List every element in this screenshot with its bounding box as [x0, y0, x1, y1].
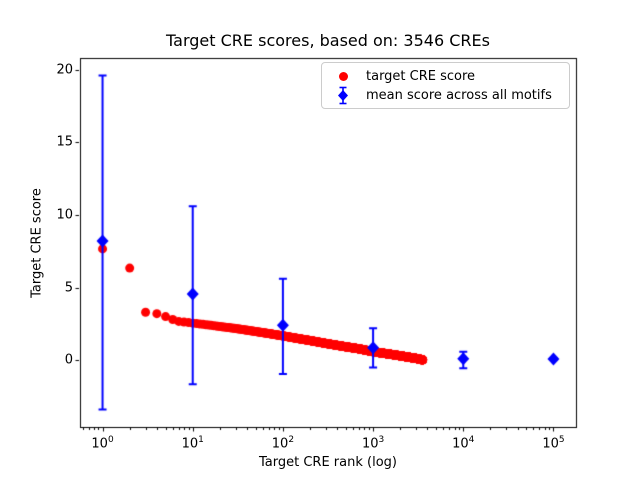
x-axis-tick-label: 100 — [91, 435, 113, 451]
chart-title: Target CRE scores, based on: 3546 CREs — [166, 31, 490, 50]
blue-diamond-errorbar-marker-icon — [330, 86, 356, 105]
tick-base: 10 — [91, 436, 108, 452]
tick-exponent: 1 — [198, 435, 204, 445]
legend-label: target CRE score — [366, 69, 476, 84]
x-axis-tick-label: 103 — [362, 435, 384, 451]
legend-item-mean-score: mean score across all motifs — [330, 86, 569, 105]
tick-exponent: 5 — [558, 435, 565, 445]
y-axis-tick-label: 0 — [64, 352, 73, 368]
tick-base: 10 — [181, 436, 199, 452]
tick-exponent: 4 — [468, 435, 475, 445]
y-axis-tick-label: 10 — [56, 207, 73, 223]
tick-base: 10 — [542, 436, 559, 452]
x-axis-label: Target CRE rank (log) — [259, 455, 397, 470]
y-axis-tick-label: 5 — [64, 280, 73, 296]
tick-base: 10 — [452, 436, 469, 452]
legend: target CRE score mean score across all m… — [321, 62, 570, 109]
x-axis-tick-label: 102 — [272, 435, 294, 451]
tick-exponent: 2 — [288, 435, 295, 445]
x-axis-tick-label: 105 — [542, 435, 564, 451]
red-circle-marker-icon — [330, 72, 356, 81]
y-axis-tick-label: 20 — [56, 62, 73, 78]
tick-base: 10 — [361, 436, 379, 452]
x-axis-tick-label: 101 — [182, 435, 204, 451]
y-axis-tick-label: 15 — [56, 134, 73, 150]
legend-item-target-cre-score: target CRE score — [330, 67, 569, 86]
legend-label: mean score across all motifs — [366, 88, 552, 103]
tick-exponent: 3 — [378, 435, 385, 445]
tick-base: 10 — [271, 436, 289, 452]
x-axis-tick-label: 104 — [452, 435, 474, 451]
tick-exponent: 0 — [107, 435, 114, 445]
